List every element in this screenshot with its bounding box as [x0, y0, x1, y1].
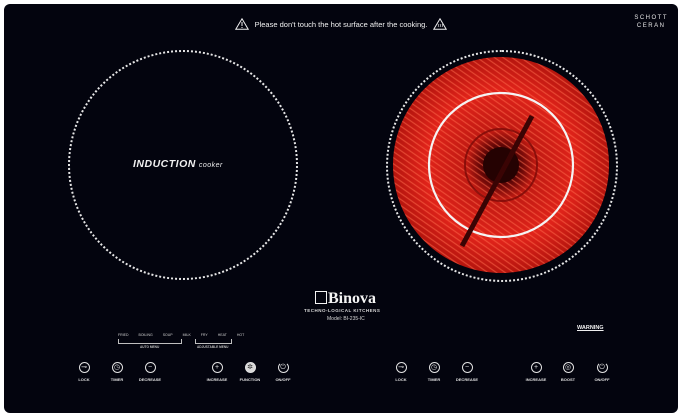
- control-label: TIMER: [427, 377, 441, 382]
- power-icon: ⏻: [599, 364, 605, 371]
- warning-triangle-icon: [234, 18, 249, 30]
- control-label: ON/OFF: [275, 377, 291, 382]
- brand-name: Binova: [328, 290, 377, 307]
- mode-label: MILK: [182, 333, 191, 337]
- control-label: LOCK: [395, 377, 407, 382]
- right-boost-button[interactable]: ◎ BOOST: [551, 362, 585, 382]
- auto-menu-bracket: [118, 339, 182, 344]
- schott-line2: CERAN: [636, 23, 666, 29]
- warning-text: Please don't touch the hot surface after…: [254, 19, 428, 29]
- schott-ceran-logo: SCHOTT CERAN: [634, 14, 668, 30]
- mode-label: SOUP: [162, 333, 173, 337]
- control-label: DECREASE: [455, 377, 479, 382]
- control-label: INCREASE: [525, 377, 547, 382]
- mode-label: BOILING: [138, 333, 153, 337]
- left-timer-button[interactable]: ◷ TIMER: [100, 362, 134, 382]
- right-power-button[interactable]: ⏻ ON/OFF: [585, 362, 619, 382]
- control-label: INCREASE: [206, 377, 228, 382]
- control-label: ON/OFF: [594, 377, 610, 382]
- hot-surface-icon: [433, 18, 448, 30]
- left-power-button[interactable]: ⏻ ON/OFF: [266, 362, 300, 382]
- induction-label-main: INDUCTION: [133, 158, 196, 170]
- mode-label: FRIED: [118, 333, 129, 337]
- left-decrease-button[interactable]: − DECREASE: [133, 362, 167, 382]
- right-lock-button[interactable]: ⊸ LOCK: [384, 362, 418, 382]
- brand-tagline: TECHNO-LOGICAL KITCHENS: [304, 308, 381, 313]
- mode-label: HEAT: [217, 333, 227, 337]
- control-label: BOOST: [560, 377, 576, 382]
- control-label: TIMER: [110, 377, 124, 382]
- mode-label: FRY: [200, 333, 208, 337]
- power-icon: ⏻: [280, 364, 286, 371]
- induction-label-sub: cooker: [198, 162, 223, 169]
- lock-icon: ⊸: [398, 364, 404, 371]
- adjustable-menu-note: ADJUSTABLE MENU: [197, 345, 229, 349]
- brand-logo: Binova: [315, 291, 376, 307]
- auto-menu-note: AUTO MENU: [140, 345, 160, 349]
- control-label: FUNCTION: [239, 377, 261, 382]
- plus-icon: +: [533, 364, 539, 371]
- brand-box-icon: [315, 291, 327, 304]
- infrared-zone: [386, 50, 618, 282]
- adjustable-menu-bracket: [195, 339, 232, 344]
- plus-icon: +: [214, 364, 220, 371]
- clock-icon: ◷: [113, 364, 121, 371]
- control-label: LOCK: [78, 377, 90, 382]
- lock-icon: ⊸: [81, 364, 87, 371]
- function-icon: ✲: [247, 364, 253, 371]
- infrared-heater-element: [393, 57, 609, 273]
- schott-line1: SCHOTT: [634, 15, 668, 21]
- left-function-button[interactable]: ✲ FUNCTION: [233, 362, 267, 382]
- right-decrease-button[interactable]: − DECREASE: [450, 362, 484, 382]
- right-increase-button[interactable]: + INCREASE: [519, 362, 553, 382]
- left-increase-button[interactable]: + INCREASE: [200, 362, 234, 382]
- induction-label: INDUCTION cooker: [133, 158, 223, 170]
- warning-banner: Please don't touch the hot surface after…: [0, 18, 682, 32]
- clock-icon: ◷: [430, 364, 438, 371]
- left-lock-button[interactable]: ⊸ LOCK: [67, 362, 101, 382]
- induction-zone: [68, 50, 298, 280]
- minus-icon: −: [147, 364, 153, 371]
- minus-icon: −: [464, 364, 470, 371]
- mode-label: HOT: [236, 333, 245, 337]
- right-timer-button[interactable]: ◷ TIMER: [417, 362, 451, 382]
- mode-labels: FRIED BOILING SOUP MILK FRY HEAT HOT: [118, 333, 254, 337]
- control-label: DECREASE: [138, 377, 162, 382]
- model-number: Model: BI-235-IC: [327, 316, 365, 322]
- boost-icon: ◎: [564, 364, 572, 371]
- warning-mark: WARNING: [577, 325, 604, 331]
